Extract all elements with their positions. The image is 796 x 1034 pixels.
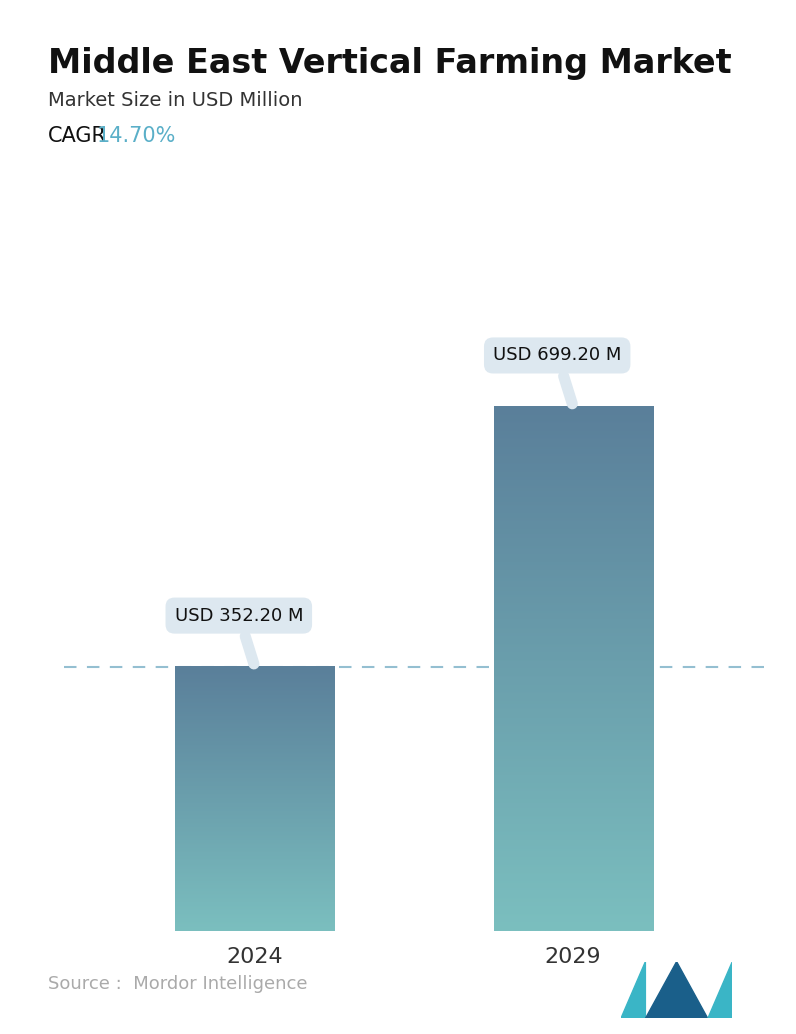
Text: Market Size in USD Million: Market Size in USD Million: [48, 91, 302, 110]
Text: CAGR: CAGR: [48, 126, 107, 146]
Text: Source :  Mordor Intelligence: Source : Mordor Intelligence: [48, 975, 307, 993]
Polygon shape: [646, 962, 708, 1018]
Text: Middle East Vertical Farming Market: Middle East Vertical Farming Market: [48, 47, 732, 80]
Polygon shape: [708, 962, 732, 1018]
Text: USD 352.20 M: USD 352.20 M: [174, 607, 303, 664]
Text: 14.70%: 14.70%: [97, 126, 177, 146]
Polygon shape: [621, 962, 646, 1018]
Text: USD 699.20 M: USD 699.20 M: [493, 346, 622, 404]
